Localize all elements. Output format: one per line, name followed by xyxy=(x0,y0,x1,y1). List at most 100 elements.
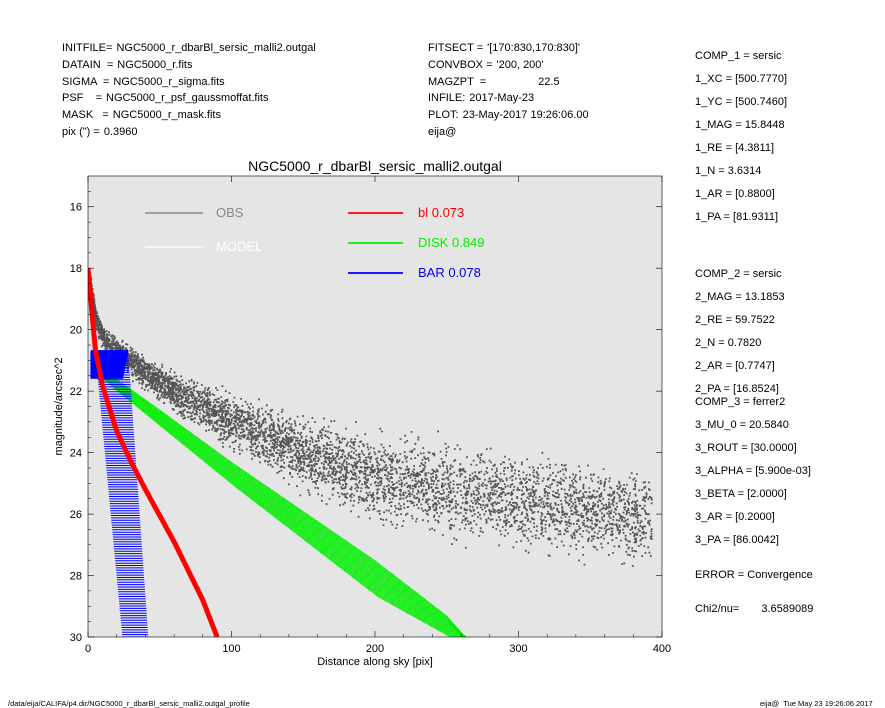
param-key: COMP_3 xyxy=(695,396,741,408)
header-mid-line: eija@ xyxy=(428,126,456,139)
param-line: 1_XC = [500.7770] xyxy=(695,73,788,85)
header-left-value: NGC5000_r.fits xyxy=(117,58,193,71)
param-line: 1_N = 3.6314 xyxy=(695,165,762,177)
param-key: 1_MAG xyxy=(695,119,733,131)
param-key: 3_ROUT xyxy=(695,442,739,454)
param-key: 3_BETA xyxy=(695,488,735,500)
header-left-line: PSF = NGC5000_r_psf_gaussmoffat.fits xyxy=(62,92,269,105)
param-value: 59.7522 xyxy=(735,314,775,326)
param-key: Chi2/nu= xyxy=(695,603,740,615)
header-left-value: NGC5000_r_sigma.fits xyxy=(113,75,225,88)
chart-title: NGC5000_r_dbarBl_sersic_malli2.outgal xyxy=(248,158,502,174)
legend-label-model: MODEL xyxy=(216,239,262,254)
param-value: 20.5840 xyxy=(749,419,789,431)
header-left-key: PSF = xyxy=(62,92,103,105)
param-key: 1_XC xyxy=(695,73,723,85)
plot-area xyxy=(88,267,653,637)
header-mid-line: CONVBOX = '200, 200' xyxy=(428,59,544,72)
param-value: 3.6314 xyxy=(727,165,762,177)
header-mid-key: MAGZPT = xyxy=(428,75,487,88)
param-line: 3_AR = [0.2000] xyxy=(695,511,775,523)
param-line: COMP_1 = sersic xyxy=(695,50,782,62)
header-mid-key: FITSECT = xyxy=(428,42,484,54)
y-tick-label: 22 xyxy=(70,386,82,398)
param-line: ERROR = Convergence xyxy=(695,569,813,581)
header-left-key: SIGMA = xyxy=(62,75,110,88)
header-left-value: NGC5000_r_mask.fits xyxy=(112,109,221,122)
y-tick-label: 26 xyxy=(70,509,82,521)
footer-timestamp: eija@ Tue May 23 19:26:06 2017 xyxy=(760,699,873,708)
header-left-key: DATAIN = xyxy=(62,58,114,71)
param-key: 1_PA xyxy=(695,211,721,223)
obs-inner-profile xyxy=(88,274,175,387)
x-tick-label: 100 xyxy=(222,643,240,655)
header-mid-value: 2017-May-23 xyxy=(469,92,535,105)
param-value: [4.3811] xyxy=(735,142,775,154)
y-tick-label: 28 xyxy=(70,571,82,583)
header-left-key: INITFILE= xyxy=(62,42,113,54)
x-tick-label: 200 xyxy=(366,643,384,655)
param-key: 1_YC xyxy=(695,96,723,108)
param-line: 2_MAG = 13.1853 xyxy=(695,291,785,303)
param-line: 3_MU_0 = 20.5840 xyxy=(695,419,789,431)
param-value: [0.2000] xyxy=(735,511,775,523)
param-line: 3_ALPHA = [5.900e-03] xyxy=(695,465,811,477)
header-mid-value: 23-May-2017 19:26:06.00 xyxy=(462,109,589,122)
param-line: 3_BETA = [2.0000] xyxy=(695,488,787,500)
param-line: COMP_2 = sersic xyxy=(695,268,782,280)
x-tick-label: 0 xyxy=(85,643,91,655)
param-line: 2_PA = [16.8524] xyxy=(695,383,779,395)
param-key: 3_MU_0 xyxy=(695,419,737,431)
param-line: 1_MAG = 15.8448 xyxy=(695,119,785,131)
param-line: 3_ROUT = [30.0000] xyxy=(695,442,797,454)
header-left-value: 0.3960 xyxy=(103,126,138,138)
x-tick-label: 300 xyxy=(509,643,527,655)
header-left-value: NGC5000_r_dbarBl_sersic_malli2.outgal xyxy=(116,42,316,54)
header-mid-line: FITSECT = '[170:830,170:830]' xyxy=(428,42,580,55)
param-line: Chi2/nu= 3.6589089 xyxy=(695,603,813,615)
param-value: [2.0000] xyxy=(747,488,787,500)
param-value: [500.7770] xyxy=(735,73,788,85)
param-key: 3_AR xyxy=(695,511,723,523)
footer-path: /data/eija/CALIFA/p4.dir/NGC5000_r_dbarB… xyxy=(8,699,250,708)
obs-scatter-points xyxy=(88,275,653,567)
param-key: ERROR xyxy=(695,569,735,581)
y-tick-label: 30 xyxy=(70,632,82,644)
x-axis-label: Distance along sky [pix] xyxy=(317,656,433,668)
param-line: 3_PA = [86.0042] xyxy=(695,534,779,546)
param-line: 2_RE = 59.7522 xyxy=(695,314,775,326)
param-line: 1_AR = [0.8800] xyxy=(695,188,775,200)
param-value: sersic xyxy=(752,50,782,62)
param-key: 2_AR xyxy=(695,360,723,372)
header-left-line: DATAIN = NGC5000_r.fits xyxy=(62,59,192,72)
param-value: 15.8448 xyxy=(744,119,785,131)
param-key: 2_N xyxy=(695,337,716,349)
param-key: COMP_2 xyxy=(695,268,741,280)
header-mid-key: PLOT: xyxy=(428,109,459,122)
header-mid-value: eija@ xyxy=(428,126,457,138)
header-left-line: pix (") = 0.3960 xyxy=(62,126,138,139)
header-left-line: SIGMA = NGC5000_r_sigma.fits xyxy=(62,76,225,89)
param-value: [16.8524] xyxy=(733,383,779,395)
y-tick-label: 16 xyxy=(70,202,82,214)
param-key: 2_PA xyxy=(695,383,721,395)
header-left-key: MASK = xyxy=(62,109,109,122)
param-value: [81.9311] xyxy=(733,211,779,223)
param-value: 13.1853 xyxy=(744,291,785,303)
legend-label-bar: BAR 0.078 xyxy=(418,265,481,280)
header-left-line: INITFILE= NGC5000_r_dbarBl_sersic_malli2.… xyxy=(62,42,316,55)
header-mid-line: INFILE: 2017-May-23 xyxy=(428,92,534,105)
param-key: 2_MAG xyxy=(695,291,733,303)
y-tick-label: 24 xyxy=(70,448,82,460)
legend-label-disk: DISK 0.849 xyxy=(418,235,485,250)
header-left-key: pix (") = xyxy=(62,126,100,138)
param-value: sersic xyxy=(752,268,782,280)
header-mid-key: CONVBOX = xyxy=(428,58,493,71)
y-tick-label: 18 xyxy=(70,263,82,275)
bl-model-curve xyxy=(88,267,220,637)
param-value: [0.8800] xyxy=(735,188,775,200)
param-key: 1_RE xyxy=(695,142,723,154)
header-mid-value: 22.5 xyxy=(538,75,560,88)
param-value: ferrer2 xyxy=(752,396,786,408)
